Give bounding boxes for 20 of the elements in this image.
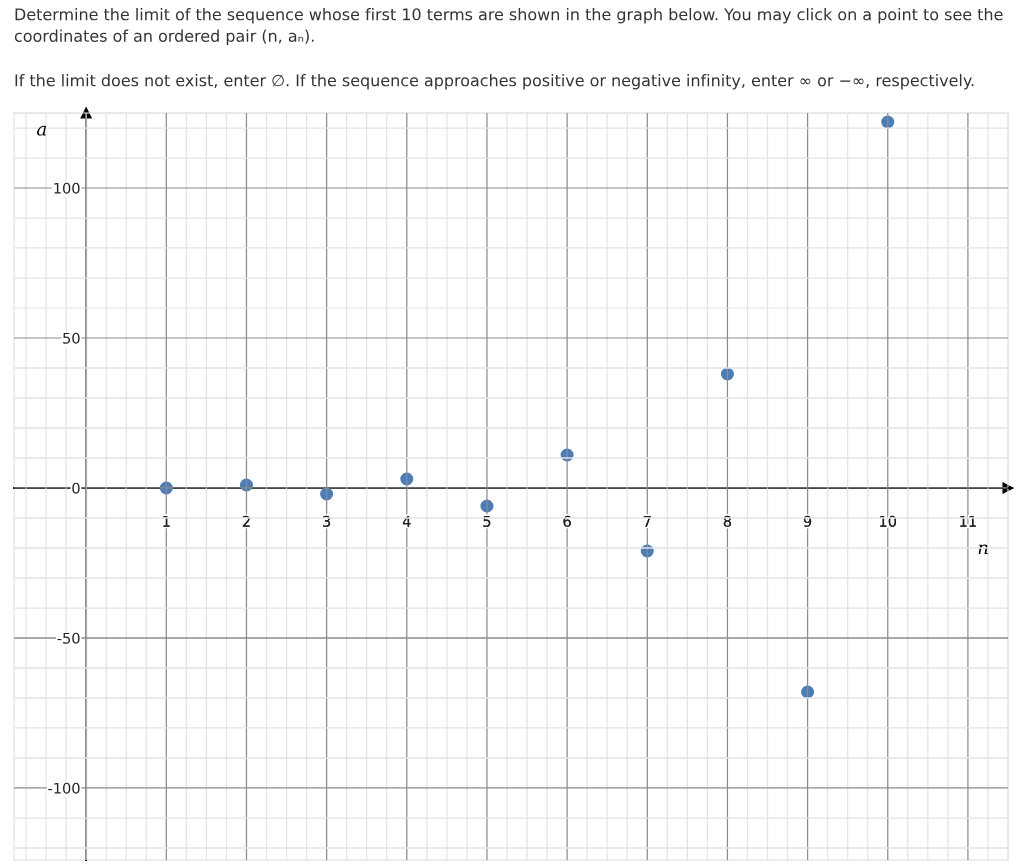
x-tick-label: 7 [643, 516, 651, 527]
x-tick-label: 8 [723, 515, 732, 527]
x-tick-label: 10 [880, 515, 897, 527]
x-tick-label: 6 [563, 515, 571, 527]
y-tick-label: 100 [54, 182, 80, 194]
y-axis-title: a [37, 125, 47, 136]
y-tick-label: 50 [63, 332, 80, 344]
x-tick-label: 3 [323, 515, 331, 527]
y-tick-label: -50 [57, 632, 80, 644]
y-tick-label: -100 [48, 782, 80, 794]
x-axis-title: n [978, 544, 988, 555]
x-tick-label: 4 [402, 516, 411, 527]
x-tick-label: 5 [483, 516, 491, 527]
x-tick-label: 2 [242, 515, 250, 527]
x-tick-label: 9 [803, 515, 812, 527]
chart-subtitle: If the limit does not exist, enter ∅. If the sequence approaches positive or negative infinity, enter ∞ or −∞, respectively. [15, 74, 974, 90]
chart-title: Determine the limit of the sequence whose first 10 terms are shown in the graph below. You may click on a point to see the coordinates of an ordered pair (n, aₙ). [14, 8, 1003, 45]
x-tick-label: 11 [960, 516, 976, 527]
x-tick-label: 1 [163, 516, 170, 527]
y-tick-label: 0 [72, 482, 80, 494]
